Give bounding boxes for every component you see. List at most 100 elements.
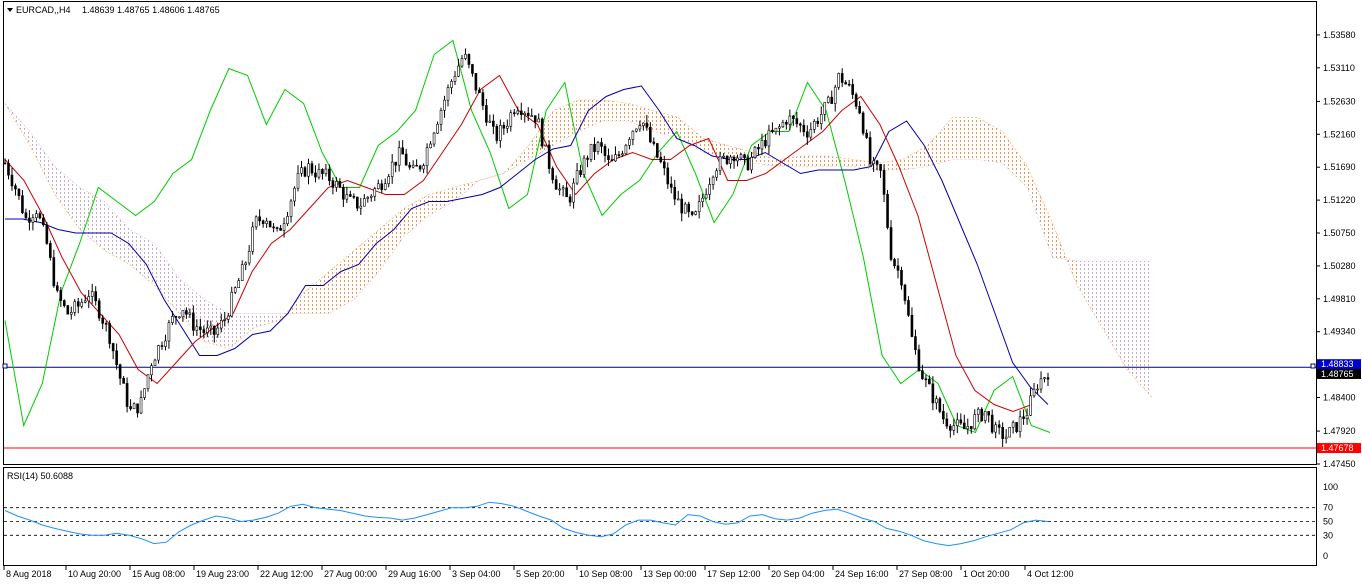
- candle: [778, 123, 781, 136]
- candle: [704, 188, 708, 200]
- candle: [983, 411, 987, 424]
- candle: [1015, 422, 1018, 434]
- candle: [610, 154, 614, 162]
- candle: [174, 315, 178, 325]
- chart-title: EURCAD,,H4: [16, 5, 71, 15]
- chikou-span-line: [4, 39, 1051, 434]
- candle: [725, 155, 729, 166]
- price-tick-label: 1.52630: [1323, 96, 1356, 106]
- cloud-segment: [578, 100, 604, 132]
- candle: [614, 146, 617, 162]
- hline-handle-left[interactable]: [2, 363, 8, 369]
- hline-handle-right[interactable]: [1310, 363, 1316, 369]
- candle: [356, 196, 359, 212]
- candle: [90, 283, 94, 304]
- candle: [882, 164, 886, 203]
- candle: [666, 162, 670, 189]
- time-axis: 8 Aug 2018 10 Aug 20:00 15 Aug 08:00 19 Aug…: [3, 566, 1074, 579]
- candle: [586, 155, 589, 168]
- candle: [272, 223, 275, 233]
- candle: [7, 159, 10, 180]
- time-tick-label: 20 Sep 04:00: [771, 569, 825, 579]
- candle: [858, 101, 861, 115]
- candle: [694, 210, 697, 216]
- candle: [499, 119, 502, 148]
- candle: [1032, 382, 1036, 398]
- candle: [21, 190, 24, 215]
- time-tick-label: 5 Sep 20:00: [516, 569, 565, 579]
- candle: [212, 325, 216, 343]
- candle: [471, 63, 474, 77]
- candle: [160, 341, 164, 350]
- candle: [903, 283, 907, 305]
- candle: [265, 217, 268, 228]
- candle: [757, 143, 760, 156]
- ichimoku-cloud: [4, 99, 1153, 398]
- cloud-segment: [902, 145, 928, 170]
- candle: [317, 163, 321, 180]
- cloud-segment: [753, 152, 778, 167]
- candle: [621, 150, 624, 157]
- candle: [558, 183, 561, 196]
- candle: [819, 106, 823, 130]
- candle: [28, 210, 31, 231]
- candle: [307, 158, 310, 185]
- candle: [443, 95, 446, 118]
- candle: [345, 186, 349, 203]
- candle: [485, 98, 488, 126]
- price-tick-label: 1.52160: [1323, 129, 1356, 139]
- candle: [202, 325, 206, 339]
- candle: [199, 318, 202, 338]
- candle: [760, 133, 764, 155]
- price-tick-label: 1.47450: [1323, 459, 1356, 469]
- candle: [254, 215, 258, 230]
- candle: [750, 151, 753, 174]
- candle: [547, 140, 551, 174]
- candle: [642, 122, 645, 131]
- price-tick-label: 1.53580: [1323, 30, 1356, 40]
- candle: [837, 72, 841, 90]
- candle: [886, 189, 889, 230]
- candle: [893, 257, 896, 269]
- symbol-dropdown-icon[interactable]: [7, 8, 13, 12]
- cloud-segment: [1077, 261, 1103, 328]
- candle: [708, 177, 711, 201]
- candle: [722, 153, 725, 159]
- candle: [781, 119, 785, 129]
- candle: [251, 221, 254, 255]
- candle: [230, 286, 234, 318]
- time-tick-label: 27 Sep 08:00: [899, 569, 953, 579]
- candle: [429, 141, 432, 149]
- cloud-segment: [154, 243, 180, 314]
- rsi-tick-label: 50: [1323, 517, 1333, 527]
- candle: [52, 249, 56, 288]
- candle: [185, 307, 188, 319]
- time-tick-label: 17 Sep 12:00: [707, 569, 761, 579]
- candle: [83, 294, 87, 304]
- svg-text:1.47678: 1.47678: [1321, 443, 1354, 453]
- candle: [157, 344, 160, 364]
- candle: [331, 177, 335, 195]
- price-label-0: 1.48833: [1317, 359, 1361, 370]
- rsi-axis: 100 70 50 30 0: [1323, 482, 1338, 561]
- candle: [69, 306, 73, 320]
- candle: [617, 150, 621, 159]
- candle: [488, 114, 492, 123]
- candle: [624, 143, 628, 156]
- candle: [809, 122, 813, 141]
- candle: [115, 343, 118, 370]
- time-tick-label: 10 Sep 08:00: [579, 569, 633, 579]
- price-tick-label: 1.47920: [1323, 426, 1356, 436]
- time-tick-label: 24 Sep 16:00: [835, 569, 889, 579]
- candle: [390, 154, 394, 184]
- candle: [736, 154, 739, 167]
- candle: [673, 179, 677, 206]
- cloud-segment: [1127, 261, 1152, 398]
- candle: [600, 137, 603, 154]
- candle: [833, 84, 837, 112]
- cloud-segment: [927, 117, 953, 167]
- candle: [799, 122, 802, 133]
- candle: [959, 413, 963, 425]
- candle: [122, 376, 125, 384]
- candle: [914, 329, 917, 355]
